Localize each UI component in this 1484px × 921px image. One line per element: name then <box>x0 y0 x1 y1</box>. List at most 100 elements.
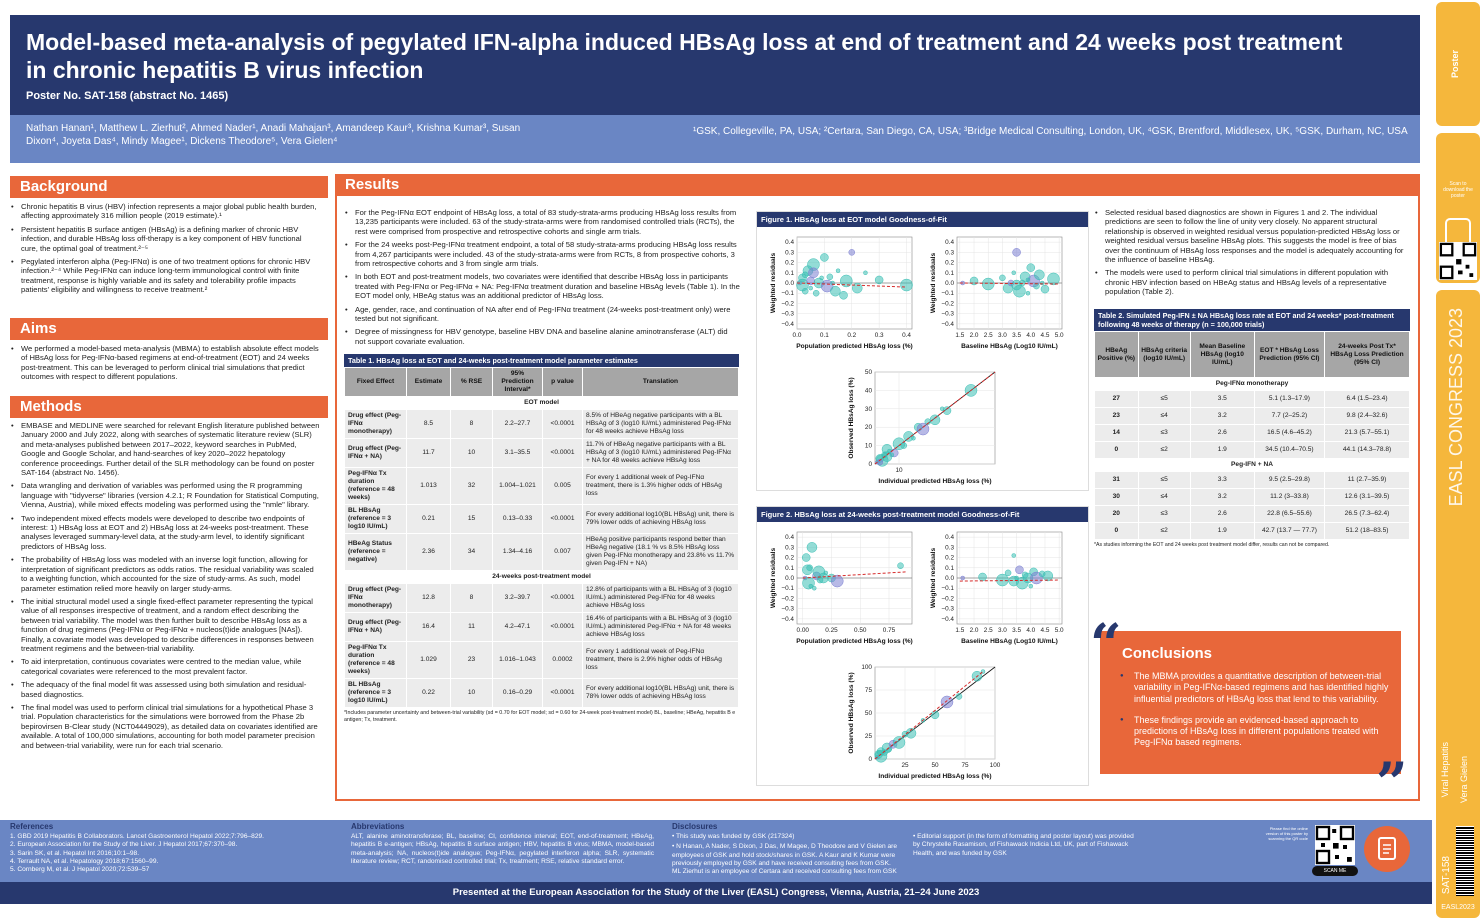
x-tick-label: 75 <box>961 762 969 769</box>
y-tick-label: −0.3 <box>941 311 954 318</box>
table-header-cell: HBeAg Positive (%) <box>1094 331 1139 378</box>
table-cell: 14 <box>1094 424 1139 442</box>
y-tick-label: 10 <box>865 443 873 450</box>
table-cell: 11.2 (3–33.8) <box>1253 488 1326 506</box>
x-axis-label: Population predicted HBsAg loss (%) <box>796 343 913 350</box>
y-tick-label: 0.3 <box>945 544 954 551</box>
background-item: Persistent hepatitis B surface antigen (… <box>10 225 320 253</box>
table-row: 27 ≤5 3.5 5.1 (1.3–17.9) 6.4 (1.5–23.4) <box>1094 390 1410 408</box>
y-tick-label: 0.4 <box>785 239 794 246</box>
y-tick-label: 0.0 <box>785 280 794 287</box>
y-tick-label: 0.1 <box>945 565 954 572</box>
y-tick-label: 50 <box>865 710 873 717</box>
y-tick-label: 20 <box>865 424 873 431</box>
poster-download-icon[interactable] <box>1364 826 1410 872</box>
y-tick-label: 0.2 <box>945 555 954 562</box>
table-cell: ≤3 <box>1137 505 1191 523</box>
x-tick-label: 50 <box>931 762 939 769</box>
table-row: Drug effect (Peg-IFNα monotherapy) 8.5 8 2.… <box>344 409 739 439</box>
table-cell: 3.5 <box>1189 390 1255 408</box>
x-tick-label: 4.0 <box>1026 627 1035 634</box>
table-header-cell: Mean Baseline HBsAg (log10 IU/mL) <box>1189 331 1255 378</box>
data-point <box>889 452 895 458</box>
table-header-cell: Estimate <box>406 367 451 397</box>
conclusions-heading: Conclusions <box>1122 645 1213 662</box>
sidebar-qr-code-icon[interactable] <box>1439 242 1477 280</box>
table-cell: 10 <box>450 678 493 708</box>
data-point <box>830 285 841 297</box>
trend-line <box>959 579 1060 582</box>
qr-code-icon[interactable] <box>1315 825 1355 865</box>
table-cell: 2.36 <box>406 533 451 571</box>
data-point <box>929 414 941 426</box>
y-tick-label: 100 <box>861 664 872 671</box>
table-cell: 12.8% of participants with a BL HBsAg of… <box>582 583 739 613</box>
trend-line <box>874 371 996 465</box>
y-tick-label: −0.2 <box>941 300 954 307</box>
table-row: 0 ≤2 1.9 34.5 (10.4–70.5) 44.1 (14.3–78.8) <box>1094 441 1410 459</box>
y-tick-label: 0.0 <box>945 280 954 287</box>
x-tick-label: 1.5 <box>955 627 964 634</box>
x-tick-label: 0.25 <box>825 627 838 634</box>
x-tick-label: 2.0 <box>970 627 979 634</box>
y-tick-label: 25 <box>865 733 873 740</box>
x-axis-label: Individual predicted HBsAg loss (%) <box>878 773 991 780</box>
vertical-topic: Viral Hepatitis <box>1440 742 1450 798</box>
table-header-cell: EOT * HBsAg Loss Prediction (95% CI) <box>1253 331 1326 378</box>
x-tick-label: 0.2 <box>847 332 856 339</box>
table-cell: <0.0001 <box>542 438 583 468</box>
table1: Table 1. HBsAg loss at EOT and 24-weeks … <box>344 354 739 723</box>
y-tick-label: 40 <box>865 387 873 394</box>
aims-text: We performed a model-based meta-analysis… <box>10 344 320 386</box>
congress-vertical: EASL CONGRESS 2023 <box>1446 308 1466 507</box>
data-point <box>851 282 863 294</box>
table-cell: Drug effect (Peg-IFNα + NA) <box>344 438 407 468</box>
y-tick-label: −0.2 <box>941 595 954 602</box>
reference-item: 2. European Association for the Study of… <box>10 841 238 849</box>
table-row: 23 ≤4 3.2 7.7 (2–25.2) 9.8 (2.4–32.6) <box>1094 407 1410 425</box>
table-header-cell: p value <box>542 367 583 397</box>
data-point <box>819 275 824 281</box>
table-cell: 1.9 <box>1189 441 1255 459</box>
x-tick-label: 2.5 <box>984 627 993 634</box>
data-point <box>887 747 892 753</box>
x-axis-label: Population predicted HBsAg loss (%) <box>796 638 913 645</box>
table-cell: Peg-IFNα Tx duration (reference = 48 wee… <box>344 641 407 679</box>
table-header-cell: 95% Prediction Interval* <box>492 367 543 397</box>
x-axis-label: Baseline HBsAg (Log10 IU/mL) <box>961 343 1058 350</box>
y-tick-label: −0.4 <box>781 616 794 623</box>
table-row: HBeAg Status (reference = negative) 2.36 3… <box>344 533 739 571</box>
data-point <box>940 695 954 709</box>
table-cell: 5.1 (1.3–17.9) <box>1253 390 1326 408</box>
disclosure-item: • Editorial support (in the form of form… <box>913 833 1134 857</box>
y-tick-label: −0.2 <box>781 595 794 602</box>
table-cell: 1.029 <box>406 641 451 679</box>
table-row: Drug effect (Peg-IFNα + NA) 16.4 11 4.2–47.… <box>344 612 739 642</box>
abbreviations: Abbreviations ALT, alanine aminotransfer… <box>351 822 654 866</box>
table-cell: 34 <box>450 533 493 571</box>
table-cell: 11 <box>450 612 493 642</box>
table-cell: Peg-IFNα Tx duration (reference = 48 wee… <box>344 467 407 505</box>
data-point <box>1025 277 1031 283</box>
data-point <box>848 249 856 256</box>
table-cell: ≤3 <box>1137 424 1191 442</box>
data-point <box>823 570 828 576</box>
table-cell: ≤2 <box>1137 441 1191 459</box>
y-tick-label: −0.1 <box>781 585 794 592</box>
table-row: Peg-IFNα Tx duration (reference = 48 wee… <box>344 467 739 505</box>
table-cell: 2.6 <box>1189 505 1255 523</box>
data-point <box>820 253 829 262</box>
table-cell: For every additional log10(BL HBsAg) uni… <box>582 504 739 534</box>
affiliations: ¹GSK, Collegeville, PA, USA; ²Certara, S… <box>693 126 1408 137</box>
data-point <box>916 422 930 436</box>
methods-item: Data wrangling and derivation of variabl… <box>10 481 320 509</box>
table-row: Fixed Effect Estimate% RSE 95% Prediction … <box>344 367 739 397</box>
table-cell: HBeAg Status (reference = negative) <box>344 533 407 571</box>
y-tick-label: 0 <box>868 461 872 468</box>
table-cell: 0.13–0.33 <box>492 504 543 534</box>
svg-text:Poster: Poster <box>1450 49 1460 78</box>
results-item: Age, gender, race, and continuation of N… <box>344 305 740 324</box>
congress-footer: Presented at the European Association fo… <box>0 882 1432 904</box>
trend-line <box>959 282 1060 285</box>
x-axis-label: Individual predicted HBsAg loss (%) <box>878 478 991 485</box>
